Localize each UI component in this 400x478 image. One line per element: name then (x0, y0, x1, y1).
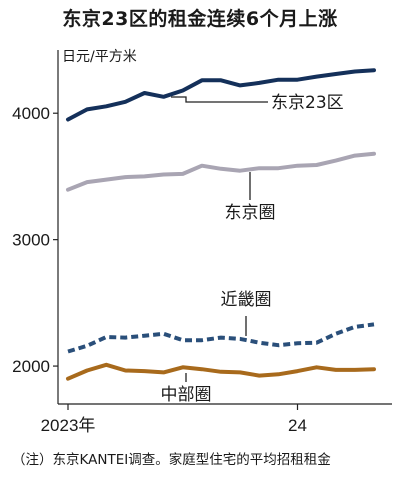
series-label: 近畿圈 (221, 290, 272, 310)
footnote: （注）东京KANTEI调查。家庭型住宅的平均招租租金 (12, 452, 331, 468)
series-line-2 (66, 151, 376, 192)
series-label: 东京23区 (271, 93, 344, 113)
series-label: 东京圈 (225, 203, 276, 223)
x-tick-label: 2023年 (41, 416, 96, 435)
y-tick-label: 4000 (12, 104, 50, 123)
series-line-3 (67, 322, 375, 354)
series-line-1 (66, 68, 376, 122)
x-tick-label: 24 (288, 416, 307, 435)
y-tick-label: 2000 (12, 357, 50, 376)
y-axis-unit-label: 日元/平方米 (62, 49, 137, 65)
series-label-leader (171, 96, 268, 103)
y-tick-label: 3000 (12, 231, 50, 250)
chart-title: 东京23区的租金连续6个月上涨 (62, 8, 338, 30)
series-label: 中部圈 (161, 385, 212, 405)
series-line-4 (66, 362, 376, 381)
